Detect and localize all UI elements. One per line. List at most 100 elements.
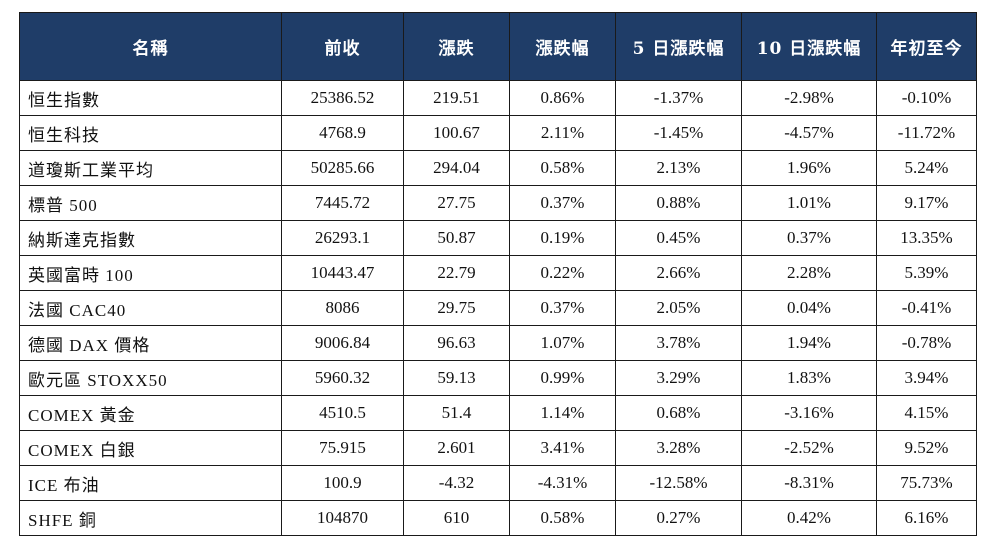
cell-10-day-change: -2.52% <box>741 430 877 466</box>
header-previous-close: 前收 <box>281 12 404 81</box>
cell-previous-close: 5960.32 <box>281 360 404 396</box>
cell-change-percent: 1.14% <box>509 395 616 431</box>
table-row: SHFE 銅 104870 610 0.58% 0.27% 0.42% 6.16% <box>19 500 977 536</box>
table-row: 恒生指數 25386.52 219.51 0.86% -1.37% -2.98% -0.10… <box>19 80 977 116</box>
cell-ytd-change: 5.24% <box>876 150 977 186</box>
cell-name: ICE 布油 <box>19 465 282 501</box>
table-row: 道瓊斯工業平均 50285.66 294.04 0.58% 2.13% 1.96% 5.24… <box>19 150 977 186</box>
header-5-day-change: 5 日漲跌幅 <box>615 12 742 81</box>
cell-10-day-change: 2.28% <box>741 255 877 291</box>
cell-5-day-change: 3.29% <box>615 360 742 396</box>
cell-change: 100.67 <box>403 115 510 151</box>
cell-5-day-change: 0.27% <box>615 500 742 536</box>
cell-change: 59.13 <box>403 360 510 396</box>
cell-5-day-change: 2.13% <box>615 150 742 186</box>
header-name: 名稱 <box>19 12 282 81</box>
cell-change: 22.79 <box>403 255 510 291</box>
cell-change: 610 <box>403 500 510 536</box>
cell-change-percent: 2.11% <box>509 115 616 151</box>
cell-name: 道瓊斯工業平均 <box>19 150 282 186</box>
table-row: 歐元區 STOXX50 5960.32 59.13 0.99% 3.29% 1.83% 3.… <box>19 360 977 396</box>
table-row: 德國 DAX 價格 9006.84 96.63 1.07% 3.78% 1.94% -0.7… <box>19 325 977 361</box>
cell-ytd-change: 4.15% <box>876 395 977 431</box>
cell-change: 219.51 <box>403 80 510 116</box>
cell-5-day-change: 0.45% <box>615 220 742 256</box>
cell-change-percent: -4.31% <box>509 465 616 501</box>
cell-10-day-change: 1.83% <box>741 360 877 396</box>
cell-ytd-change: -11.72% <box>876 115 977 151</box>
cell-ytd-change: 5.39% <box>876 255 977 291</box>
cell-5-day-change: 2.05% <box>615 290 742 326</box>
table-row: 英國富時 100 10443.47 22.79 0.22% 2.66% 2.28% 5.39… <box>19 255 977 291</box>
cell-change: -4.32 <box>403 465 510 501</box>
cell-change-percent: 1.07% <box>509 325 616 361</box>
cell-previous-close: 7445.72 <box>281 185 404 221</box>
cell-name: 標普 500 <box>19 185 282 221</box>
cell-change: 29.75 <box>403 290 510 326</box>
cell-10-day-change: -3.16% <box>741 395 877 431</box>
cell-10-day-change: 0.04% <box>741 290 877 326</box>
cell-5-day-change: -1.37% <box>615 80 742 116</box>
cell-5-day-change: -1.45% <box>615 115 742 151</box>
cell-ytd-change: 9.52% <box>876 430 977 466</box>
cell-change: 50.87 <box>403 220 510 256</box>
cell-5-day-change: 3.78% <box>615 325 742 361</box>
cell-ytd-change: 9.17% <box>876 185 977 221</box>
cell-previous-close: 75.915 <box>281 430 404 466</box>
table-row: ICE 布油 100.9 -4.32 -4.31% -12.58% -8.31% 75.73… <box>19 465 977 501</box>
cell-change: 2.601 <box>403 430 510 466</box>
cell-10-day-change: 1.96% <box>741 150 877 186</box>
cell-name: COMEX 白銀 <box>19 430 282 466</box>
table-row: COMEX 白銀 75.915 2.601 3.41% 3.28% -2.52% 9.52% <box>19 430 977 466</box>
cell-10-day-change: 0.37% <box>741 220 877 256</box>
cell-previous-close: 25386.52 <box>281 80 404 116</box>
cell-change: 27.75 <box>403 185 510 221</box>
cell-10-day-change: 1.94% <box>741 325 877 361</box>
cell-name: 德國 DAX 價格 <box>19 325 282 361</box>
cell-ytd-change: -0.78% <box>876 325 977 361</box>
header-10-day-change: 10 日漲跌幅 <box>741 12 877 81</box>
header-ytd-change: 年初至今 <box>876 12 977 81</box>
table-body: 恒生指數 25386.52 219.51 0.86% -1.37% -2.98% -0.10… <box>19 80 977 536</box>
cell-ytd-change: 13.35% <box>876 220 977 256</box>
cell-previous-close: 4768.9 <box>281 115 404 151</box>
cell-change-percent: 3.41% <box>509 430 616 466</box>
market-summary-table: 名稱 前收 漲跌 漲跌幅 5 日漲跌幅 10 日漲跌幅 年初至今 恒生指數 253… <box>19 12 977 536</box>
cell-name: 法國 CAC40 <box>19 290 282 326</box>
cell-name: 英國富時 100 <box>19 255 282 291</box>
cell-change-percent: 0.37% <box>509 290 616 326</box>
cell-previous-close: 26293.1 <box>281 220 404 256</box>
cell-5-day-change: 2.66% <box>615 255 742 291</box>
cell-5-day-change: 3.28% <box>615 430 742 466</box>
cell-change-percent: 0.58% <box>509 500 616 536</box>
cell-previous-close: 104870 <box>281 500 404 536</box>
cell-name: COMEX 黃金 <box>19 395 282 431</box>
cell-10-day-change: -4.57% <box>741 115 877 151</box>
table-row: 標普 500 7445.72 27.75 0.37% 0.88% 1.01% 9.17% <box>19 185 977 221</box>
cell-ytd-change: 6.16% <box>876 500 977 536</box>
table-row: 法國 CAC40 8086 29.75 0.37% 2.05% 0.04% -0.41% <box>19 290 977 326</box>
cell-change-percent: 0.19% <box>509 220 616 256</box>
table-header-row: 名稱 前收 漲跌 漲跌幅 5 日漲跌幅 10 日漲跌幅 年初至今 <box>19 12 977 81</box>
table-row: 恒生科技 4768.9 100.67 2.11% -1.45% -4.57% -11.72% <box>19 115 977 151</box>
cell-10-day-change: -2.98% <box>741 80 877 116</box>
cell-name: 納斯達克指數 <box>19 220 282 256</box>
market-summary-table-container: 名稱 前收 漲跌 漲跌幅 5 日漲跌幅 10 日漲跌幅 年初至今 恒生指數 253… <box>19 12 977 536</box>
cell-previous-close: 8086 <box>281 290 404 326</box>
cell-change: 96.63 <box>403 325 510 361</box>
cell-5-day-change: 0.68% <box>615 395 742 431</box>
cell-ytd-change: 3.94% <box>876 360 977 396</box>
cell-previous-close: 10443.47 <box>281 255 404 291</box>
table-row: COMEX 黃金 4510.5 51.4 1.14% 0.68% -3.16% 4.15% <box>19 395 977 431</box>
cell-10-day-change: -8.31% <box>741 465 877 501</box>
cell-change-percent: 0.37% <box>509 185 616 221</box>
cell-ytd-change: -0.41% <box>876 290 977 326</box>
cell-name: 歐元區 STOXX50 <box>19 360 282 396</box>
cell-change-percent: 0.22% <box>509 255 616 291</box>
cell-name: 恒生指數 <box>19 80 282 116</box>
header-change-percent: 漲跌幅 <box>509 12 616 81</box>
cell-change-percent: 0.86% <box>509 80 616 116</box>
cell-name: SHFE 銅 <box>19 500 282 536</box>
cell-5-day-change: 0.88% <box>615 185 742 221</box>
cell-10-day-change: 0.42% <box>741 500 877 536</box>
